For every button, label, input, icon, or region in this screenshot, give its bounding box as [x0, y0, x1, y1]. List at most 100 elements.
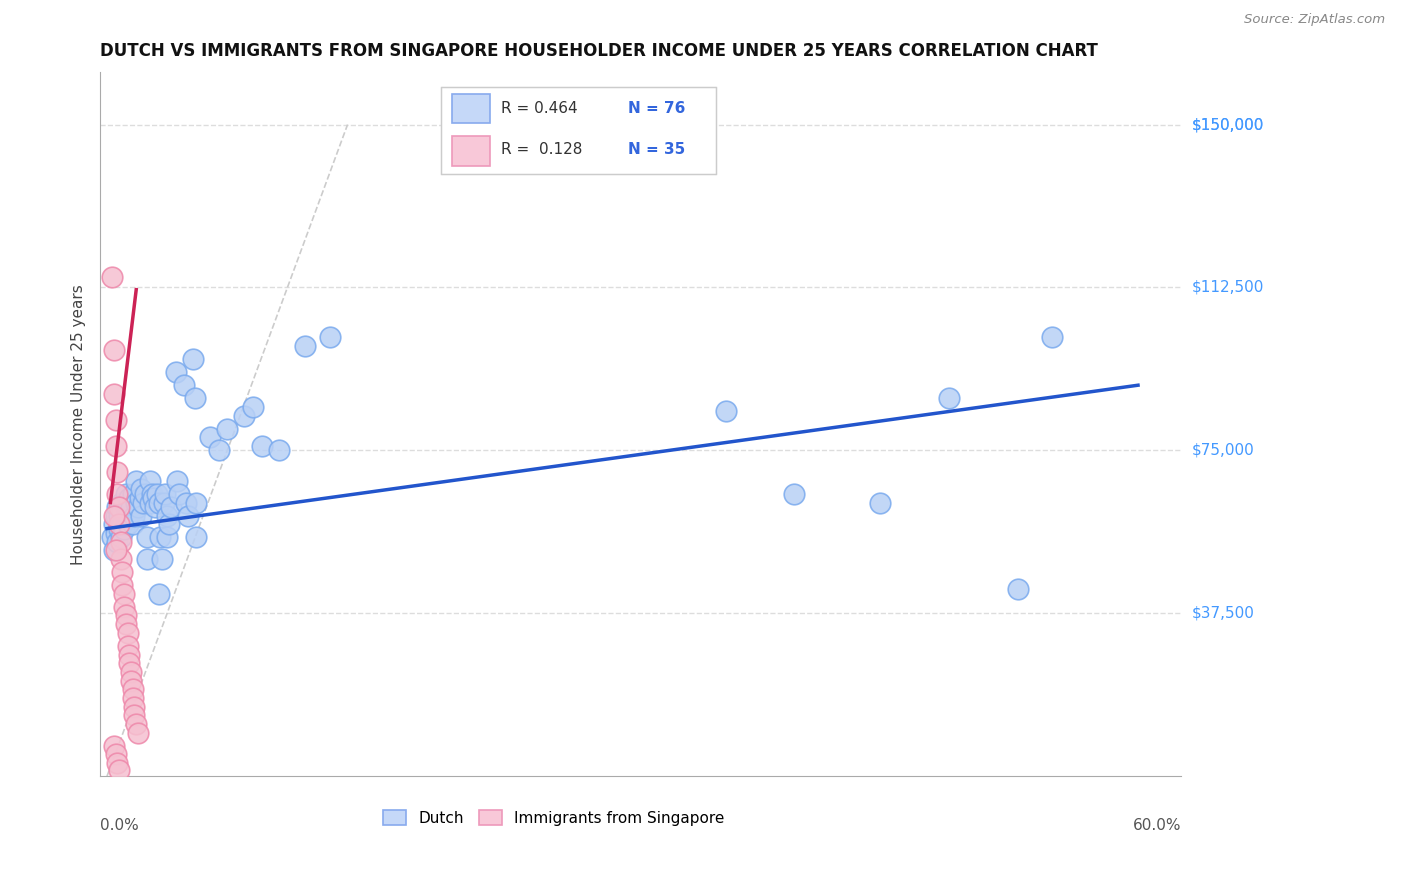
Point [111, 565, 134, 579]
Point [105, 465, 128, 479]
Point [319, 330, 342, 344]
Point [242, 400, 264, 414]
Point [124, 708, 146, 723]
Point [131, 508, 153, 523]
Point [105, 756, 128, 771]
Point [104, 747, 127, 762]
Point [104, 413, 127, 427]
Point [117, 517, 139, 532]
Point [174, 495, 197, 509]
Point [108, 763, 131, 777]
Point [112, 522, 135, 536]
Point [131, 483, 153, 497]
Point [104, 525, 127, 540]
Point [233, 409, 256, 423]
Point [183, 391, 205, 405]
Point [124, 699, 146, 714]
Point [104, 508, 127, 523]
Point [105, 534, 128, 549]
Point [118, 491, 141, 505]
Point [156, 530, 179, 544]
Point [120, 665, 142, 679]
Point [103, 343, 125, 358]
Point [267, 443, 290, 458]
Point [181, 352, 204, 367]
Point [108, 522, 131, 536]
Point [148, 587, 170, 601]
Point [167, 487, 190, 501]
Point [127, 500, 149, 514]
Point [103, 739, 125, 753]
Point [118, 657, 141, 671]
Point [156, 508, 179, 523]
Point [155, 487, 177, 501]
Point [139, 495, 162, 509]
Point [103, 517, 125, 532]
Point [115, 608, 138, 623]
Point [108, 500, 131, 514]
Point [294, 339, 316, 353]
Point [121, 517, 143, 532]
Point [208, 443, 231, 458]
Point [783, 487, 806, 501]
Point [186, 495, 208, 509]
Point [150, 552, 173, 566]
Point [118, 508, 141, 523]
Point [103, 508, 125, 523]
Text: $112,500: $112,500 [1192, 280, 1264, 295]
Point [112, 599, 135, 614]
Point [217, 422, 239, 436]
Point [186, 530, 208, 544]
Point [120, 500, 142, 514]
Point [110, 552, 132, 566]
Point [146, 487, 169, 501]
Point [250, 439, 273, 453]
Text: 60.0%: 60.0% [1132, 819, 1181, 833]
Point [115, 487, 138, 501]
Text: $75,000: $75,000 [1192, 442, 1254, 458]
Point [139, 474, 162, 488]
Point [105, 487, 128, 501]
Point [103, 543, 125, 558]
Point [152, 495, 174, 509]
Legend: Dutch, Immigrants from Singapore: Dutch, Immigrants from Singapore [377, 804, 731, 832]
Text: 0.0%: 0.0% [100, 819, 139, 833]
Point [117, 639, 139, 653]
Point [108, 508, 131, 523]
Point [104, 543, 127, 558]
Point [135, 530, 157, 544]
Point [135, 552, 157, 566]
Point [165, 365, 187, 379]
Point [141, 487, 163, 501]
Point [166, 474, 188, 488]
Point [120, 673, 142, 688]
Point [110, 530, 132, 544]
Point [111, 517, 134, 532]
Point [869, 495, 891, 509]
Point [108, 517, 131, 532]
Point [159, 500, 181, 514]
Point [143, 500, 166, 514]
Point [101, 269, 124, 284]
Point [110, 495, 132, 509]
Point [938, 391, 960, 405]
Text: Source: ZipAtlas.com: Source: ZipAtlas.com [1244, 13, 1385, 27]
Point [1040, 330, 1063, 344]
Point [112, 495, 135, 509]
Point [124, 508, 146, 523]
Point [125, 474, 148, 488]
Point [127, 725, 149, 739]
Point [128, 491, 150, 505]
Point [142, 491, 165, 505]
Point [125, 495, 148, 509]
Point [132, 495, 155, 509]
Point [714, 404, 737, 418]
Point [148, 495, 170, 509]
Point [115, 508, 138, 523]
Point [112, 587, 135, 601]
Point [121, 691, 143, 706]
Text: DUTCH VS IMMIGRANTS FROM SINGAPORE HOUSEHOLDER INCOME UNDER 25 YEARS CORRELATION: DUTCH VS IMMIGRANTS FROM SINGAPORE HOUSE… [100, 42, 1098, 60]
Point [157, 517, 180, 532]
Point [111, 578, 134, 592]
Point [134, 487, 156, 501]
